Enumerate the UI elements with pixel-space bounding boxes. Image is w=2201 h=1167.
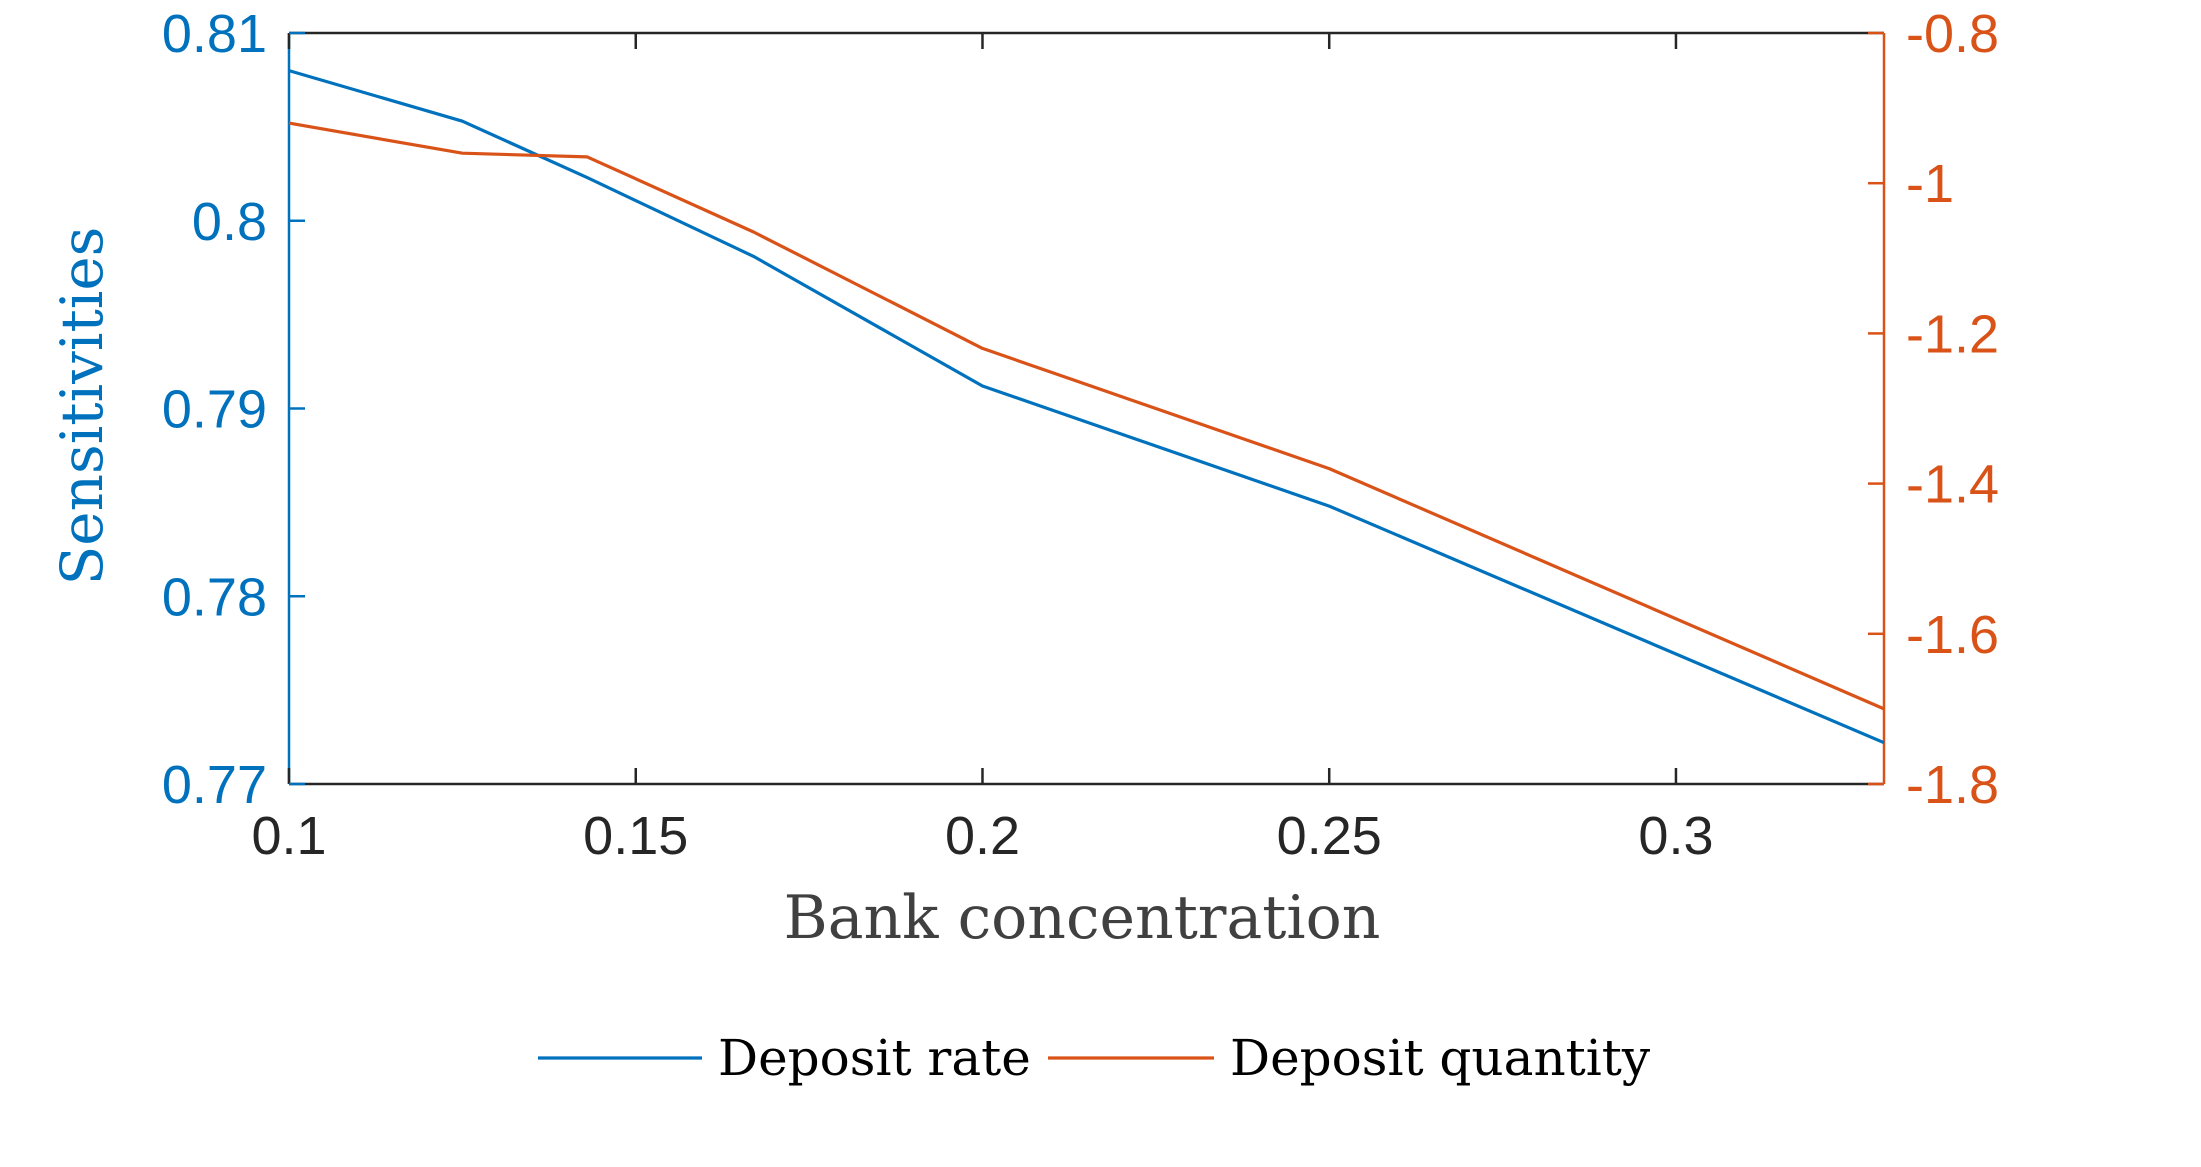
y-right-tick-label: -1.6: [1906, 605, 1999, 665]
y-axis-label-left: Sensitivities: [48, 227, 116, 586]
legend: Deposit rate Deposit quantity: [538, 1029, 1651, 1087]
y-right-tick-label: -1.8: [1906, 755, 1999, 815]
x-axis-label: Bank concentration: [784, 883, 1381, 953]
y-left-tick-label: 0.8: [192, 192, 267, 252]
x-tick-label: 0.3: [1638, 806, 1713, 866]
y-left-tick-label: 0.79: [162, 380, 267, 440]
x-tick-label: 0.2: [945, 806, 1020, 866]
y-left-tick-label: 0.78: [162, 567, 267, 627]
y-left-tick-label: 0.77: [162, 755, 267, 815]
series-line-deposit-quantity: [288, 121, 1885, 711]
legend-label-deposit-rate: Deposit rate: [718, 1029, 1031, 1087]
x-tick-label: 0.25: [1277, 806, 1382, 866]
legend-label-deposit-quantity: Deposit quantity: [1230, 1029, 1651, 1087]
y-right-tick-label: -1: [1906, 154, 1954, 214]
labels-layer: Bank concentration Sensitivities: [48, 227, 1380, 953]
x-tick-label: 0.1: [251, 806, 326, 866]
x-tick-label: 0.15: [583, 806, 688, 866]
y-right-tick-label: -1.4: [1906, 455, 1999, 515]
y-right-tick-label: -1.2: [1906, 304, 1999, 364]
series-layer: [288, 69, 1885, 745]
series-line-deposit-rate: [288, 69, 1885, 745]
axes-layer: 0.1 0.15 0.2 0.25 0.3 0.81 0.8 0.79 0.78 0.77 -0.8…: [162, 4, 1999, 866]
y-left-tick-label: 0.81: [162, 4, 267, 64]
y-right-tick-label: -0.8: [1906, 4, 1999, 64]
